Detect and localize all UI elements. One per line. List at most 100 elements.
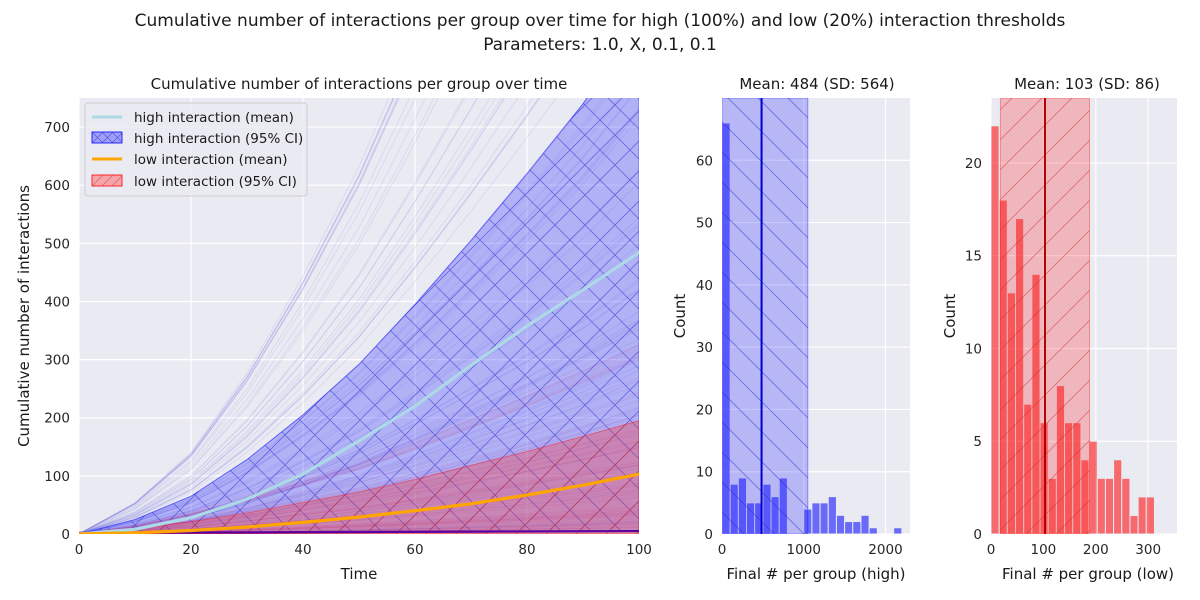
- high-group-line: [79, 98, 503, 534]
- panel0-xtick-label: 60: [406, 542, 423, 558]
- high-group-line: [79, 98, 541, 534]
- histogram-high-ci: [722, 98, 809, 534]
- low-hist-bar: [1121, 477, 1131, 534]
- high-group-line: [79, 98, 394, 534]
- low-hist-bar: [1129, 514, 1139, 534]
- legend-label-low-mean: low interaction (mean): [134, 152, 287, 168]
- high-hist-ci-hatch: [722, 98, 808, 534]
- panel2-ytick-label: 10: [965, 341, 982, 357]
- high-hist-bar: [819, 502, 829, 534]
- panel3-xlabel: Final # per group (low): [1002, 565, 1174, 583]
- legend-swatch-low-ci: [91, 174, 123, 187]
- panel0-ytick-label: 300: [44, 353, 70, 369]
- panel1-ticks: 0 20 40 60 80 100 0 100 200 300 400 500 600 700: [44, 120, 652, 558]
- high-group-line: [79, 98, 399, 534]
- high-hist-bar: [827, 496, 837, 534]
- panel0-ytick-label: 700: [44, 120, 70, 136]
- panel0-ytick-label: 100: [44, 469, 70, 485]
- panel1-ylabel: Cumulative number of interactions: [15, 185, 33, 447]
- panel2-ytick-label: 20: [965, 156, 982, 172]
- high-group-line: [79, 98, 478, 534]
- panel1-ytick-label: 40: [696, 278, 713, 294]
- high-hist-bar: [868, 527, 878, 534]
- low-hist-bar: [1088, 440, 1098, 534]
- legend-label-low-ci: low interaction (95% CI): [134, 174, 297, 190]
- high-group-line: [79, 98, 534, 534]
- panel0-ytick-label: 0: [61, 527, 70, 543]
- low-hist-bar: [1137, 496, 1147, 534]
- low-hist-bar: [1096, 477, 1106, 534]
- legend: high interaction (mean) high interaction…: [84, 102, 308, 197]
- high-group-line: [79, 98, 394, 534]
- high-hist-bar: [844, 521, 854, 534]
- high-ci-band-hatch: [79, 98, 639, 534]
- panel0-xtick-label: 0: [75, 542, 84, 558]
- panel3-ylabel: Count: [941, 294, 959, 339]
- high-group-line: [79, 98, 505, 534]
- high-group-line: [79, 98, 491, 534]
- high-group-line: [79, 98, 519, 534]
- panel-histogram-high: Mean: 484 (SD: 564) 0 1000 2000 0 10 20 30 40 50…: [671, 75, 910, 583]
- panel2-xtick-label: 0: [987, 542, 996, 558]
- panel1-ytick-label: 0: [704, 527, 713, 543]
- panel1-ytick-label: 60: [696, 153, 713, 169]
- panel1-ytick-label: 20: [696, 402, 713, 418]
- high-hist-bar: [811, 502, 821, 534]
- high-hist-bar: [835, 514, 846, 534]
- high-mean-line: [79, 251, 639, 534]
- high-group-line: [79, 98, 395, 534]
- panel2-ytick-label: 5: [973, 434, 982, 450]
- panel1-ytick-label: 10: [696, 465, 713, 481]
- high-group-line: [79, 98, 506, 534]
- panel2-xtick-label: 200: [1083, 542, 1109, 558]
- high-group-line: [79, 98, 390, 534]
- panel2-ticks: 0 1000 2000 0 10 20 30 40 50 60: [696, 153, 903, 558]
- low-hist-bar: [1104, 477, 1115, 534]
- high-group-line: [79, 98, 400, 534]
- high-group-line: [79, 98, 540, 534]
- high-group-line: [79, 98, 464, 534]
- panel2-xlabel: Final # per group (high): [726, 565, 905, 583]
- legend-label-high-mean: high interaction (mean): [134, 110, 294, 126]
- high-hist-bar: [860, 514, 870, 534]
- panel0-xtick-label: 100: [626, 542, 652, 558]
- legend-swatch-low-ci-hatch: [91, 174, 123, 187]
- panel1-ytick-label: 50: [696, 216, 713, 232]
- low-hist-bar: [991, 125, 1000, 534]
- panel2-xtick-label: 300: [1135, 542, 1161, 558]
- panel2-ylabel: Count: [671, 294, 689, 339]
- panel2-ytick-label: 15: [965, 249, 982, 265]
- panel1-ytick-label: 30: [696, 340, 713, 356]
- panel3-title: Mean: 103 (SD: 86): [1014, 75, 1160, 93]
- panel1-xtick-label: 2000: [868, 542, 902, 558]
- legend-swatch-high-ci: [91, 131, 123, 144]
- high-group-line: [79, 98, 557, 534]
- high-group-line: [79, 98, 466, 534]
- mean-lines: [79, 251, 639, 534]
- high-hist-bar: [893, 527, 903, 534]
- panel1-title: Cumulative number of interactions per gr…: [151, 75, 568, 93]
- low-mean-line: [79, 472, 639, 534]
- panel3-ticks: 0 100 200 300 0 5 10 15 20: [965, 156, 1161, 558]
- legend-swatch-high-ci-hatch: [91, 131, 123, 144]
- panel0-ytick-label: 600: [44, 178, 70, 194]
- panel0-xtick-label: 40: [294, 542, 311, 558]
- panel0-ytick-label: 200: [44, 411, 70, 427]
- panel1-xtick-label: 1000: [787, 542, 821, 558]
- panel2-ytick-label: 0: [973, 527, 982, 543]
- high-group-line: [79, 98, 416, 534]
- high-group-line: [79, 98, 411, 534]
- high-group-line: [79, 98, 540, 534]
- low-hist-bar: [1113, 459, 1123, 534]
- high-hist-bar: [852, 521, 862, 534]
- panel0-ytick-label: 500: [44, 236, 70, 252]
- panel1-xtick-label: 0: [718, 542, 727, 558]
- figure-suptitle: Cumulative number of interactions per gr…: [135, 11, 1066, 31]
- high-group-line: [79, 98, 395, 534]
- panel0-ytick-label: 400: [44, 294, 70, 310]
- high-group-line: [79, 98, 435, 534]
- legend-box: [84, 102, 308, 197]
- high-group-line: [79, 98, 398, 534]
- figure-subtitle: Parameters: 1.0, X, 0.1, 0.1: [483, 35, 717, 55]
